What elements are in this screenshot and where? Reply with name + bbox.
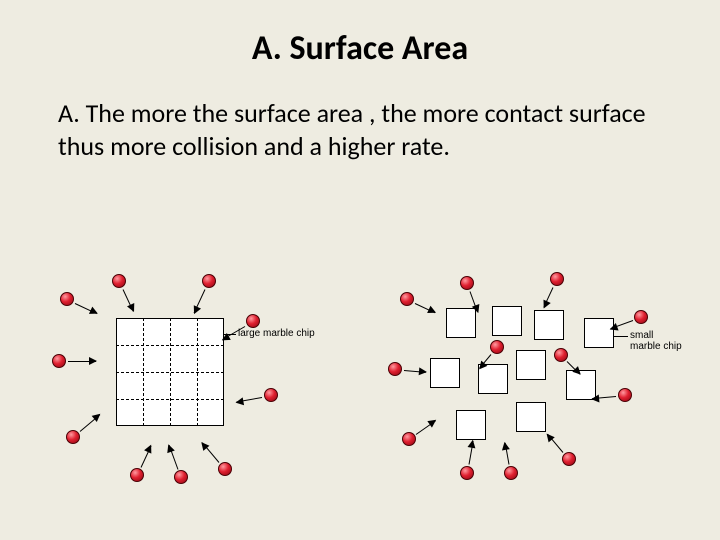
motion-arrow [140,445,151,467]
motion-arrow [543,287,553,307]
grid-line [116,399,224,400]
motion-arrow [236,397,262,402]
small-marble-chip [516,402,546,432]
large-chip-label: large marble chip [238,328,315,339]
small-marble-chip [446,308,476,338]
particle [400,292,414,306]
small-marble-chip [584,318,614,348]
motion-arrow [122,289,133,311]
particle [60,292,74,306]
slide-body: A. The more the surface area , the more … [0,69,720,162]
particle [130,468,144,482]
motion-arrow [592,396,616,399]
particle [460,466,474,480]
particle [550,272,564,286]
small-marble-chip [534,310,564,340]
motion-arrow [547,434,563,453]
particle [264,388,278,402]
small-marble-chip [430,358,460,388]
motion-arrow [505,443,510,465]
motion-arrow [416,420,436,435]
particle [246,314,260,328]
motion-arrow [169,444,179,469]
motion-arrow [202,442,219,463]
particle [554,348,568,362]
motion-arrow [404,370,426,373]
slide-title: A. Surface Area [0,0,720,69]
particle [504,466,518,480]
motion-arrow [468,441,473,465]
particle [174,470,188,484]
particle [490,340,504,354]
motion-arrow [75,303,97,314]
small-marble-chip [516,350,546,380]
motion-arrow [415,303,435,313]
motion-arrow [80,415,101,432]
particle [202,274,216,288]
particle [52,354,66,368]
particle [460,276,474,290]
particle [218,462,232,476]
particle [66,430,80,444]
particle [388,362,402,376]
small-chip-label: small marble chip [630,330,686,352]
particle [402,432,416,446]
label-connector [614,336,628,337]
diagram-container: large marble chip small marble chip [46,270,686,510]
small-marble-chip [456,410,486,440]
small-marble-chip [492,306,522,336]
motion-arrow [194,289,206,313]
particle [634,310,648,324]
label-connector [224,334,236,335]
particle [618,388,632,402]
particle [562,452,576,466]
grid-line [197,318,198,426]
particle [112,274,126,288]
grid-line [116,372,224,373]
motion-arrow [68,361,96,362]
